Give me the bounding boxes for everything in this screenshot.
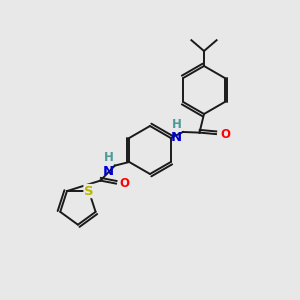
Text: H: H — [172, 118, 182, 131]
Text: S: S — [84, 184, 94, 198]
Text: O: O — [119, 177, 129, 190]
Text: O: O — [220, 128, 230, 141]
Text: N: N — [103, 165, 114, 178]
Text: N: N — [171, 131, 182, 144]
Text: H: H — [104, 151, 114, 164]
